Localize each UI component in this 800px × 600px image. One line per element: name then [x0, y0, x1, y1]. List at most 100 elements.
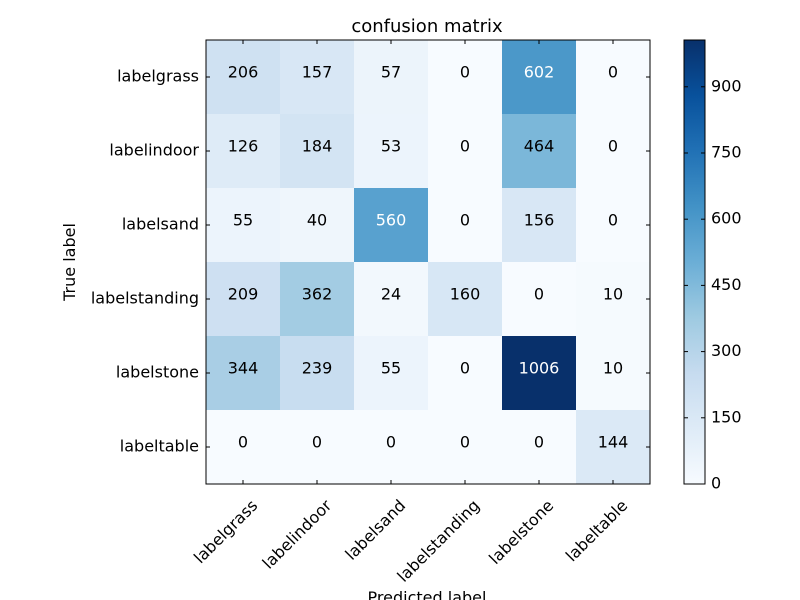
- cell-value-label: 144: [598, 433, 629, 452]
- heatmap-cell: [206, 336, 281, 411]
- cell-value-label: 0: [534, 433, 544, 452]
- cell-value-label: 10: [603, 359, 623, 378]
- heatmap-cell: [280, 336, 355, 411]
- heatmap-cell: [502, 410, 577, 485]
- heatmap-cell: [576, 40, 651, 115]
- colorbar-tick-label: 300: [711, 341, 742, 360]
- heatmap-cell: [502, 336, 577, 411]
- heatmap-cell: [576, 262, 651, 337]
- x-tick-label: labelgrass: [190, 496, 261, 567]
- y-tick-label: labelsand: [122, 215, 199, 234]
- y-tick-label: labelgrass: [117, 67, 199, 86]
- x-tick-label: labelindoor: [259, 496, 336, 573]
- heatmap-cell: [354, 410, 429, 485]
- cell-value-label: 156: [524, 211, 555, 230]
- cell-value-label: 362: [302, 285, 333, 304]
- heatmap-cell: [354, 114, 429, 189]
- cell-value-label: 24: [381, 285, 401, 304]
- heatmap-cell: [354, 40, 429, 115]
- cell-value-label: 0: [312, 433, 322, 452]
- x-tick-label: labeltable: [562, 496, 631, 565]
- plot-frame: [205, 39, 651, 485]
- cell-value-label: 157: [302, 63, 333, 82]
- cell-value-label: 0: [460, 211, 470, 230]
- x-axis-label: Predicted label: [368, 588, 487, 600]
- heatmap-cell: [206, 114, 281, 189]
- heatmap-cell: [206, 262, 281, 337]
- heatmap-cell: [428, 336, 503, 411]
- heatmap-cell: [206, 40, 281, 115]
- y-tick-label: labelstone: [116, 363, 199, 382]
- cell-value-label: 0: [608, 211, 618, 230]
- heatmap-cell: [428, 410, 503, 485]
- heatmap-cell: [280, 114, 355, 189]
- colorbar-tick-label: 150: [711, 407, 742, 426]
- heatmap-cell: [502, 114, 577, 189]
- cell-value-label: 55: [381, 359, 401, 378]
- colorbar-tick-label: 0: [711, 474, 721, 493]
- cell-value-label: 0: [460, 433, 470, 452]
- axis-ticks: [206, 40, 650, 484]
- colorbar: [683, 39, 706, 485]
- colorbar-tick-label: 600: [711, 209, 742, 228]
- cell-value-label: 0: [608, 137, 618, 156]
- heatmap-cell: [576, 188, 651, 263]
- cell-value-label: 55: [233, 211, 253, 230]
- x-tick-label: labelsand: [341, 496, 409, 564]
- cell-value-label: 1006: [519, 359, 560, 378]
- y-tick-label: labelstanding: [91, 289, 199, 308]
- heatmap-cell: [428, 188, 503, 263]
- heatmap-cell: [354, 336, 429, 411]
- heatmap-cell: [502, 262, 577, 337]
- heatmap-cell: [576, 410, 651, 485]
- cell-value-label: 0: [460, 137, 470, 156]
- heatmap-cell: [502, 188, 577, 263]
- cell-value-label: 344: [228, 359, 259, 378]
- cell-value-label: 0: [608, 63, 618, 82]
- heatmap-cell: [280, 262, 355, 337]
- heatmap-cell: [206, 188, 281, 263]
- y-tick-label: labelindoor: [109, 141, 199, 160]
- cell-value-label: 10: [603, 285, 623, 304]
- colorbar-tick-label: 900: [711, 76, 742, 95]
- cell-value-label: 464: [524, 137, 555, 156]
- heatmap-cell: [354, 262, 429, 337]
- heatmap-cell: [428, 114, 503, 189]
- y-tick-labels: labelgrass labelindoor labelsand labelstand…: [91, 67, 200, 456]
- heatmap-cell: [206, 410, 281, 485]
- cell-value-label: 40: [307, 211, 327, 230]
- y-axis-label: True label: [60, 223, 79, 302]
- heatmap-cell: [280, 188, 355, 263]
- heatmap-cells: 206 157 57 0 602 0 126 184 53 0 464 0 55 40 560 0 156 0 20…: [206, 40, 651, 485]
- cell-value-label: 602: [524, 63, 555, 82]
- colorbar-tick-label: 450: [711, 275, 742, 294]
- cell-value-label: 0: [238, 433, 248, 452]
- colorbar-ticks: 0 150 300 450 600 750 900: [684, 76, 742, 493]
- heatmap-cell: [576, 336, 651, 411]
- cell-value-label: 126: [228, 137, 259, 156]
- cell-value-label: 560: [376, 211, 407, 230]
- cell-value-label: 239: [302, 359, 333, 378]
- cell-value-label: 160: [450, 285, 481, 304]
- x-tick-label: labelstone: [485, 496, 557, 568]
- cell-value-label: 0: [460, 63, 470, 82]
- cell-value-label: 184: [302, 137, 333, 156]
- heatmap-cell: [428, 40, 503, 115]
- colorbar-tick-label: 750: [711, 142, 742, 161]
- heatmap-cell: [280, 40, 355, 115]
- y-tick-label: labeltable: [120, 437, 199, 456]
- cell-value-label: 57: [381, 63, 401, 82]
- cell-value-label: 206: [228, 63, 259, 82]
- cell-value-label: 0: [460, 359, 470, 378]
- heatmap-cell: [354, 188, 429, 263]
- heatmap-cell: [576, 114, 651, 189]
- heatmap-cell: [280, 410, 355, 485]
- cell-value-label: 0: [534, 285, 544, 304]
- heatmap-cell: [428, 262, 503, 337]
- cell-value-label: 53: [381, 137, 401, 156]
- chart-title: confusion matrix: [351, 16, 503, 37]
- cell-value-label: 209: [228, 285, 259, 304]
- heatmap-cell: [502, 40, 577, 115]
- cell-value-label: 0: [386, 433, 396, 452]
